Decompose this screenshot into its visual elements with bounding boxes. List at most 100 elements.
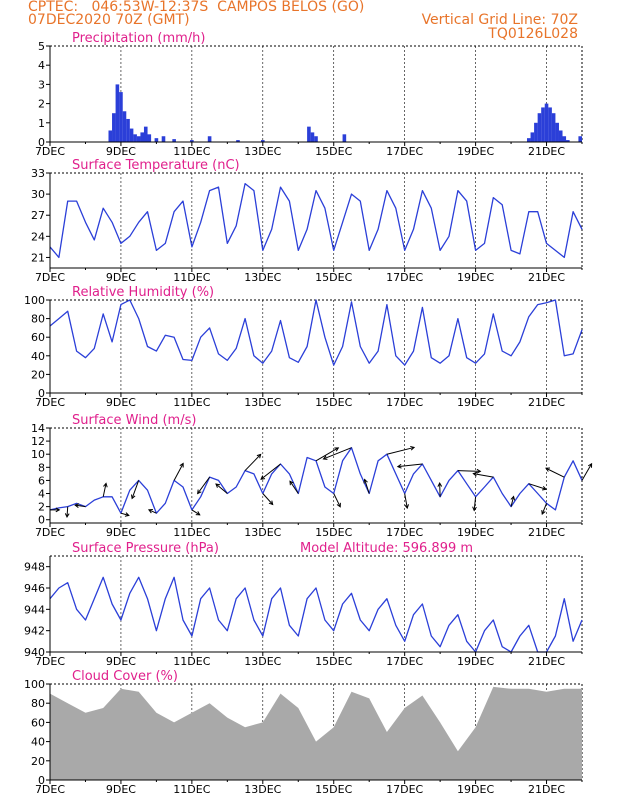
wind-arrow-head (336, 502, 341, 508)
wind-arrow (131, 480, 140, 499)
wind-arrow-head (472, 506, 477, 512)
wind-arrow-head (476, 468, 482, 474)
precip-bar (154, 138, 159, 142)
panel-title: Precipitation (mm/h) (72, 31, 205, 46)
wind-arrow-head (55, 507, 61, 513)
precip-bar (544, 103, 549, 142)
x-tick-label: 21DEC (528, 526, 565, 539)
precip-bar (108, 130, 113, 142)
precip-bar (129, 128, 134, 142)
wind-arrow (473, 473, 494, 478)
x-tick-label: 13DEC (244, 655, 281, 668)
y-tick-label: 100 (24, 678, 45, 691)
x-tick-label: 19DEC (457, 396, 494, 409)
precip-bar (119, 92, 123, 142)
y-tick-label: 40 (31, 736, 45, 749)
y-tick-label: 60 (31, 331, 45, 344)
precip-bar (112, 113, 116, 142)
x-tick-label: 9DEC (106, 396, 136, 409)
panel-2: 0 20 40 60 80 100 7DEC 9DEC 11DEC 13DEC 15DEC 17DEC… (24, 285, 583, 409)
precip-bar (537, 113, 542, 142)
precip-bar (126, 118, 130, 142)
wind-arrow-head (268, 500, 274, 506)
series-line (49, 182, 583, 259)
precip-bar (261, 140, 265, 142)
y-tick-label: 8 (38, 461, 45, 474)
wind-arrow-head (289, 480, 294, 486)
wind-arrow (404, 493, 408, 509)
x-tick-label: 13DEC (244, 145, 281, 158)
header-datetime: 07DEC2020 70Z (GMT) (28, 12, 190, 28)
wind-arrow (120, 512, 129, 516)
precip-bar (558, 130, 563, 142)
wind-arrow (510, 496, 515, 507)
precip-bar (342, 134, 347, 142)
panel-5: 0 20 40 60 80 100 7DEC 9DEC 11DEC 13DEC 15DEC 17DEC… (24, 669, 583, 796)
wind-arrow-head (64, 513, 70, 519)
x-tick-label: 9DEC (106, 655, 136, 668)
wind-arrow-head (541, 509, 546, 515)
y-tick-label: 4 (38, 59, 45, 72)
x-tick-label: 9DEC (106, 526, 136, 539)
y-tick-label: 100 (24, 294, 45, 307)
y-tick-label: 14 (31, 422, 45, 435)
precip-bar (143, 126, 148, 142)
wind-arrow-head (410, 445, 416, 451)
x-tick-label: 17DEC (386, 526, 423, 539)
y-tick-label: 80 (31, 313, 45, 326)
y-tick-label: 27 (31, 209, 45, 222)
x-tick-label: 19DEC (457, 526, 494, 539)
x-tick-label: 7DEC (35, 655, 65, 668)
wind-arrow-head (124, 512, 130, 517)
header-location: CPTEC: 046:53W-12:37S CAMPOS BELOS (GO) (28, 0, 365, 15)
precip-bar (140, 132, 145, 142)
wind-arrow-head (334, 447, 340, 452)
y-tick-label: 21 (31, 251, 45, 264)
series-line (49, 447, 583, 514)
precip-bar (115, 84, 120, 142)
wind-arrow (457, 470, 481, 472)
x-tick-label: 11DEC (173, 655, 210, 668)
x-tick-label: 19DEC (457, 783, 494, 796)
x-tick-label: 7DEC (35, 145, 65, 158)
x-tick-label: 15DEC (315, 655, 352, 668)
x-tick-label: 15DEC (315, 783, 352, 796)
precip-bar (314, 136, 318, 142)
y-tick-label: 948 (24, 561, 45, 574)
wind-arrow-head (179, 462, 184, 468)
header-model: TQ0126L028 (488, 26, 578, 42)
precip-bar (578, 136, 583, 142)
wind-arrow-head (587, 462, 593, 468)
wind-arrow (289, 480, 299, 494)
y-tick-label: 12 (31, 435, 45, 448)
wind-arrow (386, 446, 415, 455)
wind-arrow-head (322, 455, 328, 460)
x-tick-label: 17DEC (386, 145, 423, 158)
y-tick-label: 3 (38, 78, 45, 91)
precip-bar (147, 134, 152, 142)
x-tick-label: 9DEC (106, 145, 136, 158)
precip-bar (207, 136, 212, 142)
x-tick-label: 21DEC (528, 145, 565, 158)
wind-arrow (528, 483, 547, 490)
wind-arrow-head (260, 475, 266, 480)
wind-arrow (315, 447, 339, 462)
wind-arrow (333, 493, 341, 508)
wind-arrow-head (74, 503, 80, 508)
y-tick-label: 0 (38, 136, 45, 149)
wind-arrow-head (437, 482, 443, 487)
y-tick-label: 60 (31, 716, 45, 729)
panel-title: Surface Pressure (hPa) (72, 541, 219, 556)
x-tick-label: 15DEC (315, 271, 352, 284)
wind-arrow-head (510, 495, 516, 501)
y-tick-label: 0 (38, 774, 45, 787)
x-tick-label: 17DEC (386, 396, 423, 409)
y-tick-label: 942 (24, 625, 45, 638)
x-tick-label: 15DEC (315, 526, 352, 539)
y-tick-label: 33 (31, 167, 45, 180)
panel-annotation: Model Altitude: 596.899 m (300, 541, 473, 556)
y-tick-label: 4 (38, 488, 45, 501)
x-tick-label: 9DEC (106, 783, 136, 796)
cloud-area (50, 686, 582, 780)
